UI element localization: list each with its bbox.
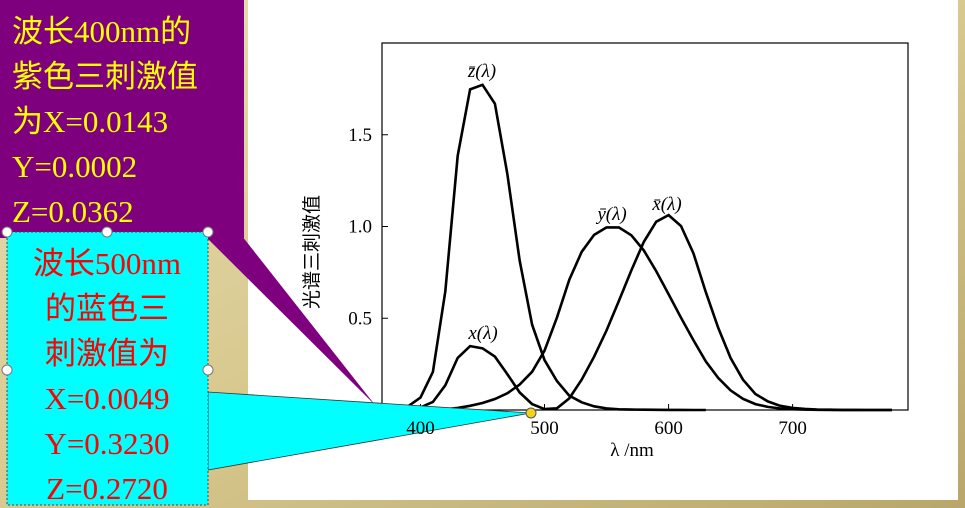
callout-line: 波长400nm的 (12, 14, 191, 49)
x-tick-label: 600 (654, 418, 683, 439)
callout-box (0, 0, 244, 238)
curve (395, 226, 892, 412)
handle[interactable] (101, 226, 113, 238)
curve-label: x̄(λ) (651, 194, 681, 215)
callout-line: X=0.0049 (44, 381, 169, 416)
handle[interactable] (202, 226, 214, 238)
y-tick-label: 1.0 (348, 217, 372, 238)
callout-box (6, 231, 209, 506)
handle[interactable] (202, 364, 214, 376)
x-axis-title: λ /nm (610, 440, 654, 461)
handle[interactable] (525, 407, 537, 419)
x-tick-label: 400 (406, 418, 435, 439)
callout-line: 为X=0.0143 (12, 104, 168, 139)
y-tick-label: 1.5 (348, 125, 372, 146)
curve-label: x(λ) (467, 323, 497, 344)
callout-line: Z=0.0362 (12, 194, 134, 229)
curve-label: ȳ(λ) (595, 204, 626, 225)
y-axis-title: 光谱三刺激值 (301, 195, 323, 309)
callout-pointer (205, 236, 375, 405)
y-tick-label: 0.5 (348, 308, 372, 329)
curve-label: z̄(λ) (467, 61, 496, 82)
curve (395, 83, 706, 412)
callout-line: 的蓝色三 (45, 291, 169, 326)
callout-line: 波长500nm (33, 246, 181, 281)
callout-line: 刺激值为 (45, 336, 169, 371)
x-tick-label: 700 (778, 418, 807, 439)
callout-line: 紫色三刺激值 (12, 59, 198, 94)
handle[interactable] (1, 364, 13, 376)
callout-line: Y=0.3230 (44, 426, 169, 461)
plot (382, 83, 892, 412)
handle[interactable] (1, 226, 13, 238)
x-tick-label: 500 (530, 418, 559, 439)
callout-line: Y=0.0002 (12, 149, 137, 184)
callout-line: Z=0.2720 (46, 471, 168, 506)
